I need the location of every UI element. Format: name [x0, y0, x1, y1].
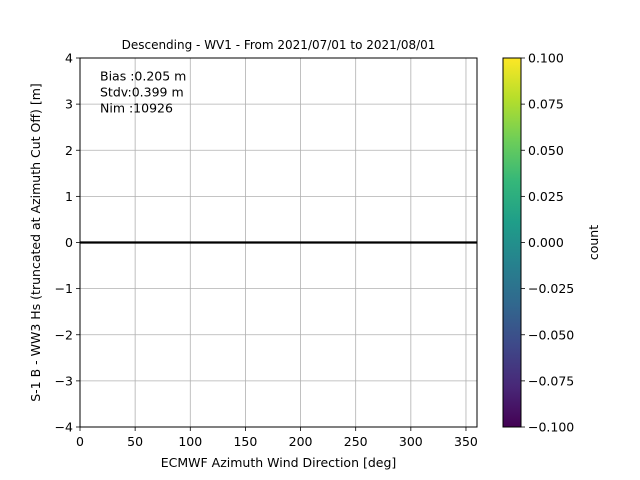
colorbar-tick-label: −0.075: [528, 373, 574, 388]
x-tick-label: 150: [233, 434, 257, 449]
x-tick-label: 350: [454, 434, 478, 449]
x-tick-label: 100: [178, 434, 202, 449]
stdv-annotation: Stdv:0.399 m: [100, 85, 184, 100]
y-tick-label: 2: [65, 143, 73, 158]
colorbar-gradient: [503, 58, 521, 427]
x-axis-ticks: 0 50 100 150 200 250 300 350: [76, 427, 478, 449]
x-tick-label: 250: [344, 434, 368, 449]
x-tick-label: 200: [289, 434, 313, 449]
x-tick-label: 0: [76, 434, 84, 449]
y-tick-label: −2: [55, 327, 73, 342]
nim-annotation: Nim :10926: [100, 101, 173, 116]
stats-annotation: Bias :0.205 m Stdv:0.399 m Nim :10926: [100, 69, 186, 116]
colorbar-label: count: [586, 225, 601, 260]
colorbar-tick-label: 0.075: [528, 97, 564, 112]
colorbar-tick-label: −0.025: [528, 281, 574, 296]
colorbar-tick-label: 0.025: [528, 189, 564, 204]
y-tick-label: 0: [65, 235, 73, 250]
y-tick-label: −1: [55, 281, 73, 296]
y-tick-label: 3: [65, 97, 73, 112]
colorbar-tick-label: 0.000: [528, 235, 564, 250]
bias-annotation: Bias :0.205 m: [100, 69, 186, 84]
y-tick-label: −3: [55, 373, 73, 388]
y-axis-label: S-1 B - WW3 Hs (truncated at Azimuth Cut…: [28, 83, 43, 402]
y-tick-label: −4: [55, 420, 73, 435]
y-tick-label: 4: [65, 51, 73, 66]
plot-area: 0 50 100 150 200 250 300 350 −4 −3 −2 −1 0 1 2 3 4: [55, 51, 478, 450]
colorbar-ticks: −0.100 −0.075 −0.050 −0.025 0.000 0.025 0.050 0…: [521, 51, 574, 435]
x-axis-label: ECMWF Azimuth Wind Direction [deg]: [161, 455, 397, 470]
colorbar: −0.100 −0.075 −0.050 −0.025 0.000 0.025 0.050 0…: [502, 51, 601, 435]
x-tick-label: 50: [127, 434, 143, 449]
x-tick-label: 300: [399, 434, 423, 449]
colorbar-tick-label: −0.050: [528, 327, 574, 342]
colorbar-tick-label: 0.050: [528, 143, 564, 158]
chart-title: Descending - WV1 - From 2021/07/01 to 20…: [122, 38, 436, 52]
y-axis-ticks: −4 −3 −2 −1 0 1 2 3 4: [55, 51, 80, 435]
colorbar-tick-label: 0.100: [528, 51, 564, 66]
colorbar-tick-label: −0.100: [528, 420, 574, 435]
y-tick-label: 1: [65, 189, 73, 204]
